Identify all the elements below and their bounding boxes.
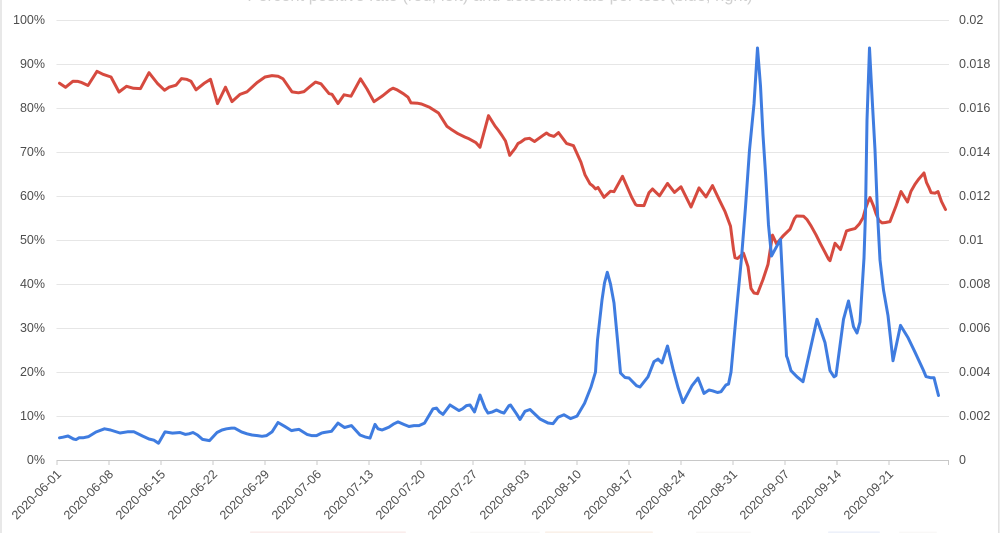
svg-text:40%: 40% bbox=[20, 277, 45, 291]
svg-text:0.008: 0.008 bbox=[959, 277, 990, 291]
svg-text:0.01: 0.01 bbox=[959, 233, 983, 247]
svg-text:Percent positive rate (red, le: Percent positive rate (red, left) and de… bbox=[247, 0, 752, 5]
svg-text:0.004: 0.004 bbox=[959, 365, 990, 379]
svg-text:0.016: 0.016 bbox=[959, 101, 990, 115]
svg-text:0.006: 0.006 bbox=[959, 321, 990, 335]
svg-text:10%: 10% bbox=[20, 409, 45, 423]
svg-text:100%: 100% bbox=[13, 13, 45, 27]
svg-text:50%: 50% bbox=[20, 233, 45, 247]
svg-text:0.002: 0.002 bbox=[959, 409, 990, 423]
svg-text:0.012: 0.012 bbox=[959, 189, 990, 203]
svg-text:80%: 80% bbox=[20, 101, 45, 115]
svg-text:30%: 30% bbox=[20, 321, 45, 335]
svg-text:0.018: 0.018 bbox=[959, 57, 990, 71]
svg-text:20%: 20% bbox=[20, 365, 45, 379]
svg-text:70%: 70% bbox=[20, 145, 45, 159]
svg-text:0.014: 0.014 bbox=[959, 145, 990, 159]
svg-text:0.02: 0.02 bbox=[959, 13, 983, 27]
svg-text:0: 0 bbox=[959, 453, 966, 467]
svg-text:0%: 0% bbox=[27, 453, 45, 467]
svg-text:90%: 90% bbox=[20, 57, 45, 71]
svg-text:60%: 60% bbox=[20, 189, 45, 203]
